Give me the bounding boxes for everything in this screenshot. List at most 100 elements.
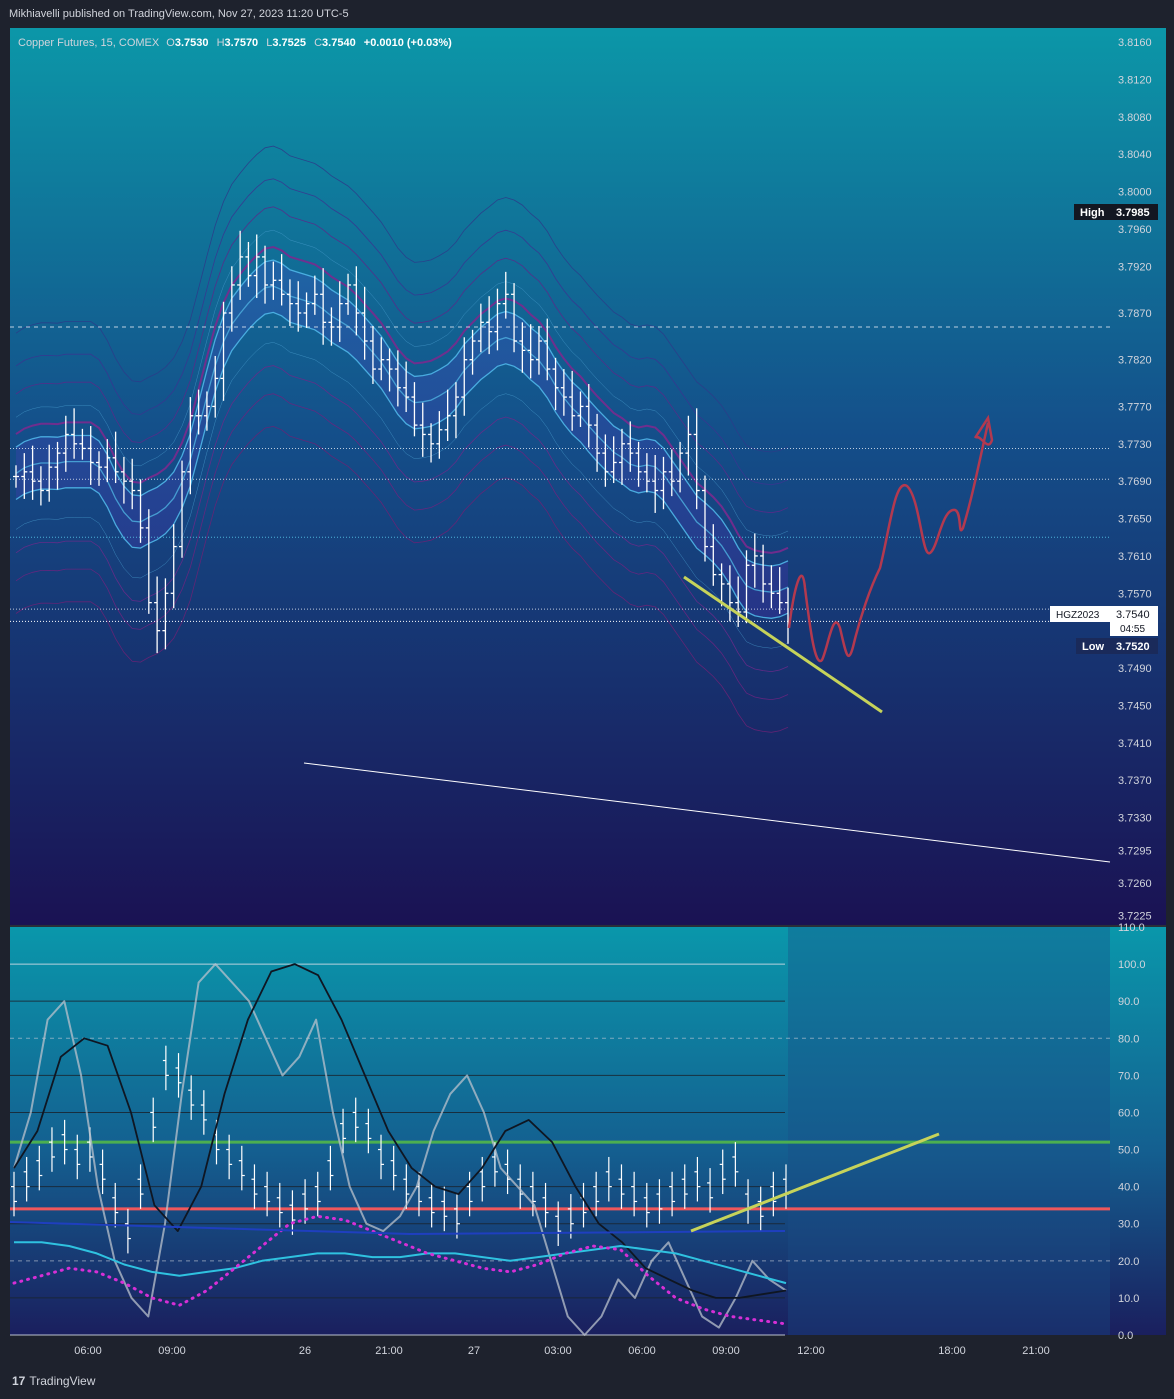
osc-bar — [11, 1171, 17, 1217]
ohlc-bar — [718, 563, 725, 607]
ohlc-bar — [129, 458, 136, 510]
osc-bar — [719, 1149, 726, 1195]
ohlc-bar — [776, 567, 783, 614]
osc-tick: 40.0 — [1118, 1182, 1139, 1194]
osc-bar — [428, 1182, 435, 1228]
envelope-bands — [15, 145, 789, 733]
band-line — [15, 178, 789, 486]
osc-line — [12, 1214, 788, 1326]
low-label-bg — [1076, 638, 1110, 654]
osc-bar — [656, 1179, 663, 1224]
price-tick: 3.8160 — [1118, 37, 1152, 49]
ohlc-bar — [145, 509, 152, 614]
osc-tick: 70.0 — [1118, 1070, 1139, 1082]
legend-change: +0.0010 (+0.03%) — [364, 37, 452, 49]
osc-bar — [112, 1182, 119, 1228]
support-trendline[interactable] — [683, 575, 883, 714]
osc-bar — [529, 1171, 536, 1217]
price-tick: 3.7870 — [1118, 308, 1152, 320]
ohlc-bar — [270, 261, 277, 300]
osc-bar — [770, 1171, 777, 1217]
ohlc-bar — [203, 391, 210, 431]
publish-line: Mikhiavelli published on TradingView.com… — [9, 8, 349, 20]
price-tick: 3.7920 — [1118, 261, 1152, 273]
osc-bar — [352, 1097, 359, 1143]
price-tick: 3.7820 — [1118, 355, 1152, 367]
time-tick: 18:00 — [938, 1345, 966, 1357]
osc-tick: 50.0 — [1118, 1145, 1139, 1157]
osc-bar — [289, 1190, 296, 1235]
ohlc-bar — [170, 524, 177, 609]
time-tick: 09:00 — [712, 1345, 740, 1357]
price-tick: 3.7570 — [1118, 588, 1152, 600]
ohlc-bar — [386, 348, 393, 392]
low-label: Low — [1082, 641, 1104, 653]
osc-bar — [403, 1164, 410, 1209]
band-line — [15, 259, 789, 567]
chart-svg[interactable]: 3.8160 3.8120 3.8080 3.8040 3.8000 3.7960 3.79… — [10, 28, 1166, 1363]
price-axis: 3.8160 3.8120 3.8080 3.8040 3.8000 3.7960 3.79… — [1118, 37, 1152, 923]
ohlc-bar — [469, 329, 476, 375]
osc-bar — [441, 1186, 448, 1232]
osc-bar — [340, 1108, 347, 1154]
ohlc-bar — [726, 565, 733, 622]
chart-area[interactable]: 3.8160 3.8120 3.8080 3.8040 3.8000 3.7960 3.79… — [10, 28, 1166, 1363]
ohlc-bar — [195, 389, 202, 435]
time-tick: 03:00 — [544, 1345, 572, 1357]
osc-bar — [188, 1075, 195, 1120]
oscillator-pane — [10, 927, 1110, 1335]
osc-bar — [175, 1053, 182, 1098]
ohlc-bar — [419, 402, 426, 457]
projection-path[interactable] — [787, 414, 994, 663]
ohlc-bar — [668, 449, 675, 497]
price-axis-bg — [1110, 28, 1166, 925]
ohlc-bar — [120, 456, 127, 504]
osc-bar — [23, 1156, 30, 1202]
ohlc-bar — [369, 326, 376, 384]
ohlc-bar — [394, 350, 401, 407]
ohlc-bar — [162, 578, 169, 650]
ohlc-bar — [46, 444, 53, 502]
price-tick: 3.8080 — [1118, 112, 1152, 124]
ohlc-bar — [295, 281, 302, 332]
osc-trendline[interactable] — [690, 1132, 940, 1233]
ohlc-bar — [735, 576, 742, 627]
osc-bar — [593, 1171, 600, 1217]
ohlc-bar — [104, 439, 111, 483]
high-label-bg — [1074, 204, 1110, 220]
band-line — [15, 365, 789, 673]
osc-bar — [390, 1145, 397, 1191]
osc-ma-line — [10, 1221, 786, 1236]
osc-bar — [226, 1134, 233, 1180]
ohlc-bar — [237, 230, 244, 300]
osc-bar — [48, 1127, 55, 1172]
long-trendline[interactable] — [303, 762, 1111, 863]
ohlc-bar — [353, 266, 360, 336]
osc-bar — [378, 1134, 385, 1180]
ohlc-bar — [585, 383, 592, 448]
ohlc-bar — [436, 411, 443, 459]
osc-bar — [618, 1164, 625, 1209]
osc-bar — [732, 1142, 739, 1187]
osc-bar — [517, 1164, 524, 1209]
bar-countdown: 04:55 — [1120, 624, 1145, 635]
price-tick: 3.7960 — [1118, 224, 1152, 236]
osc-tick: 90.0 — [1118, 996, 1139, 1008]
price-tick: 3.7370 — [1118, 775, 1152, 787]
ohlc-bar — [228, 266, 235, 332]
ohlc-bar — [677, 441, 684, 493]
low-value-bg — [1110, 638, 1158, 654]
osc-bar — [327, 1145, 334, 1191]
osc-bar — [74, 1134, 81, 1180]
tradingview-logo[interactable]: 17 TradingView — [12, 1374, 95, 1388]
ohlc-bar — [154, 576, 161, 654]
osc-tick: 20.0 — [1118, 1256, 1139, 1268]
legend-h-value: 3.7570 — [225, 37, 259, 49]
time-axis-bg — [10, 1335, 1166, 1363]
high-value-bg — [1110, 204, 1158, 220]
ohlc-bar — [743, 550, 750, 624]
osc-bar — [453, 1194, 460, 1239]
ohlc-bar — [361, 286, 368, 360]
legend-o-label: O — [166, 37, 175, 49]
ohlc-bar — [768, 565, 775, 609]
